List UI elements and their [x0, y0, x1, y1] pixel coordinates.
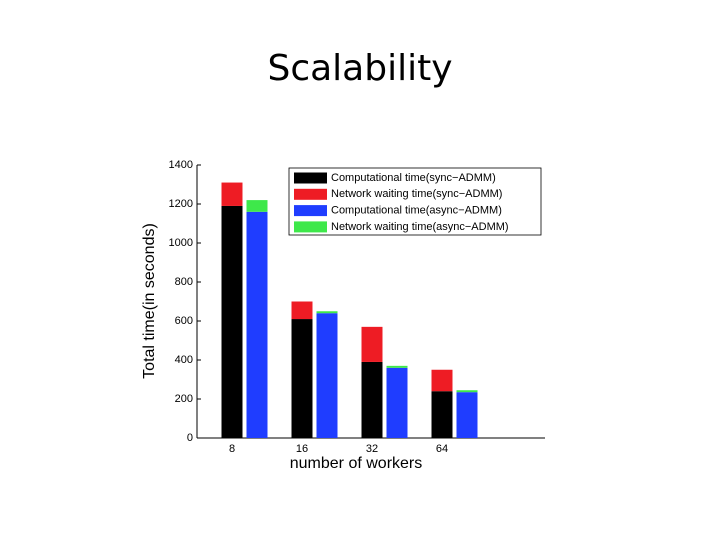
legend-box [288, 167, 542, 236]
bar-segment [431, 391, 453, 438]
bar-segment [246, 211, 268, 438]
y-tick-label: 600 [175, 315, 193, 327]
bar-segment [456, 392, 478, 438]
bar-segment [221, 182, 243, 206]
bar-segment [386, 365, 408, 368]
y-tick-label: 400 [175, 354, 193, 366]
y-tick-label: 200 [175, 393, 193, 405]
bar-segment [386, 367, 408, 438]
legend-label: Network waiting time(async−ADMM) [331, 221, 509, 233]
bar-segment [316, 311, 338, 314]
y-tick-label: 0 [187, 432, 193, 444]
bar-segment [361, 326, 383, 362]
bar-segment [316, 313, 338, 438]
x-tick-label: 16 [296, 443, 308, 455]
legend-swatch [294, 221, 327, 233]
x-tick-label: 64 [436, 443, 448, 455]
bar-segment [291, 301, 313, 320]
bar-segment [221, 205, 243, 438]
legend-swatch [294, 188, 327, 200]
legend-label: Computational time(sync−ADMM) [331, 172, 496, 184]
bar-segment [361, 361, 383, 438]
legend-swatch [294, 172, 327, 184]
bar-segment [456, 390, 478, 393]
y-tick-label: 1000 [169, 237, 193, 249]
x-tick-label: 8 [229, 443, 235, 455]
y-tick-label: 1400 [169, 159, 193, 171]
bar-segment [291, 319, 313, 438]
y-axis-label: Total time(in seconds) [141, 223, 158, 379]
legend-label: Computational time(async−ADMM) [331, 205, 502, 217]
legend-label: Network waiting time(sync−ADMM) [331, 188, 502, 200]
x-tick-label: 32 [366, 443, 378, 455]
legend-swatch [294, 205, 327, 217]
bar-segment [246, 200, 268, 212]
bar-segment [431, 369, 453, 392]
y-tick-label: 800 [175, 276, 193, 288]
y-tick-label: 1200 [169, 198, 193, 210]
x-axis-label: number of workers [290, 455, 423, 472]
slide-title: Scalability [267, 48, 452, 89]
